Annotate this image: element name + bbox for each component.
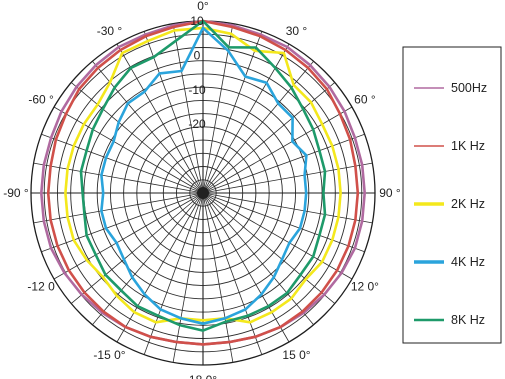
radial-level-label: -20 (188, 117, 206, 131)
angle-tick-label: 90 ° (379, 186, 401, 200)
legend: 500Hz 1K Hz 2K Hz 4K Hz 8K Hz (403, 47, 501, 343)
angle-tick-label: 30 ° (286, 24, 308, 38)
legend-label: 2K Hz (451, 197, 485, 211)
angle-tick-label: -90 ° (3, 186, 29, 200)
angle-tick-label: -15 0° (93, 348, 125, 362)
radial-level-label: 0 (194, 48, 201, 62)
radial-level-label: -10 (188, 83, 206, 97)
legend-label: 8K Hz (451, 313, 485, 327)
angle-tick-label: 18 0° (189, 373, 217, 379)
angle-tick-label: 15 0° (282, 348, 310, 362)
angle-tick-label: 0° (197, 0, 209, 13)
legend-label: 500Hz (451, 81, 487, 95)
angle-tick-label: 12 0° (351, 280, 379, 294)
legend-label: 1K Hz (451, 139, 485, 153)
radial-level-label: 10 (190, 14, 204, 28)
legend-label: 4K Hz (451, 255, 485, 269)
angle-tick-label: 60 ° (354, 93, 376, 107)
angle-tick-label: -12 0 (27, 280, 55, 294)
grid-center (197, 187, 209, 199)
angle-tick-label: -60 ° (28, 93, 54, 107)
angle-tick-label: -30 ° (97, 24, 123, 38)
